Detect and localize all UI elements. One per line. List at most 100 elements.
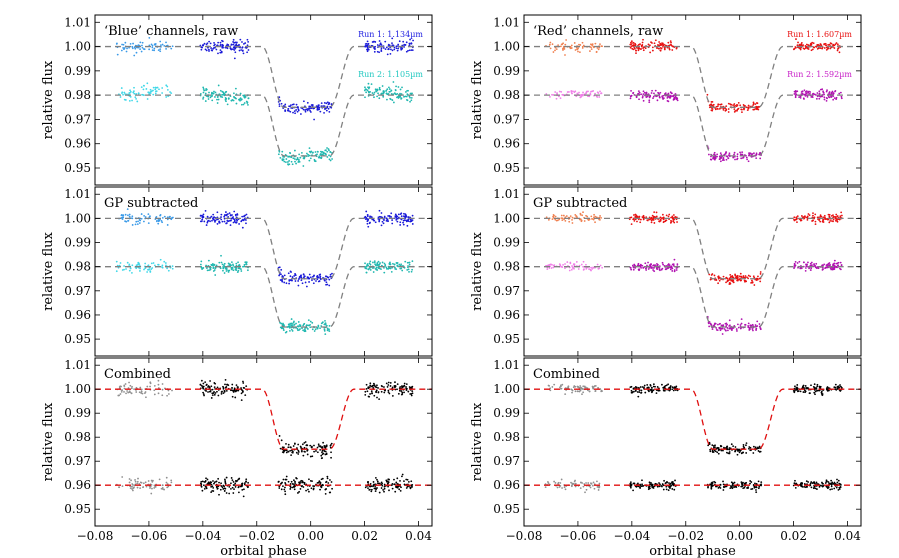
data-point <box>805 387 808 389</box>
data-point <box>814 393 816 396</box>
data-point <box>134 96 137 99</box>
data-point <box>834 388 836 391</box>
data-point <box>739 327 742 330</box>
data-point <box>815 97 818 100</box>
data-point <box>794 95 797 97</box>
data-point <box>154 264 156 267</box>
data-point <box>632 268 635 271</box>
data-point <box>562 214 565 217</box>
data-point <box>729 487 732 489</box>
data-point <box>722 107 725 110</box>
data-point <box>569 261 572 264</box>
data-point <box>709 450 712 453</box>
data-point <box>727 157 730 160</box>
data-point <box>154 43 156 46</box>
data-point <box>547 218 550 221</box>
data-point <box>390 48 392 51</box>
data-point <box>238 98 240 101</box>
data-point <box>293 486 296 488</box>
data-point <box>570 268 573 271</box>
data-point <box>296 157 299 159</box>
data-point <box>661 383 663 386</box>
data-point <box>805 43 808 46</box>
data-point <box>218 220 220 223</box>
data-point <box>298 153 301 156</box>
data-point <box>211 94 213 97</box>
y-tick-label: 0.99 <box>64 64 91 78</box>
data-point <box>582 485 585 488</box>
data-point <box>116 42 118 45</box>
data-point <box>402 223 405 226</box>
data-point <box>717 276 720 279</box>
data-point <box>736 449 739 451</box>
data-point <box>303 275 306 278</box>
data-point <box>574 49 577 51</box>
data-point <box>232 38 235 41</box>
data-point <box>121 269 124 271</box>
data-point <box>165 476 168 479</box>
data-point <box>377 482 379 485</box>
data-point <box>227 216 230 218</box>
data-point <box>647 261 649 264</box>
data-point <box>152 86 155 89</box>
data-point <box>143 220 145 223</box>
data-point <box>585 488 588 491</box>
data-point <box>211 394 214 397</box>
data-point <box>243 43 245 45</box>
data-point <box>320 157 323 160</box>
data-point <box>558 486 561 488</box>
data-point <box>201 218 204 221</box>
data-point <box>287 443 290 446</box>
data-point <box>830 96 833 98</box>
data-point <box>388 90 391 93</box>
data-point <box>410 480 413 483</box>
data-point <box>231 387 233 389</box>
data-point <box>570 388 573 391</box>
data-point <box>573 42 576 44</box>
data-point <box>234 41 237 44</box>
data-point <box>647 386 650 389</box>
data-point <box>141 41 144 44</box>
data-point <box>752 445 755 448</box>
legend-label: Run 2: 1.592µm <box>787 70 852 79</box>
data-point <box>407 268 410 271</box>
data-point <box>600 92 602 95</box>
data-point <box>161 43 164 46</box>
data-point <box>802 391 805 393</box>
data-point <box>280 439 283 442</box>
data-point <box>123 48 125 51</box>
data-point <box>795 216 798 219</box>
data-point <box>399 479 401 482</box>
y-tick-label: 0.95 <box>493 161 520 175</box>
data-point <box>676 221 678 223</box>
data-point <box>380 224 383 227</box>
data-point <box>389 385 392 387</box>
data-point <box>311 455 314 458</box>
data-point <box>642 93 645 96</box>
data-point <box>752 102 755 105</box>
data-point <box>147 264 150 267</box>
data-point <box>721 333 724 335</box>
data-point <box>407 266 409 269</box>
data-point <box>283 281 286 284</box>
data-point <box>733 108 736 111</box>
data-point <box>137 220 139 223</box>
data-point <box>220 482 222 485</box>
data-point <box>311 152 314 154</box>
data-point <box>245 478 248 481</box>
plot-frame <box>94 357 433 527</box>
data-point <box>748 446 751 448</box>
data-point <box>131 483 134 485</box>
data-point <box>293 275 296 277</box>
data-point <box>585 263 587 266</box>
data-point <box>394 267 397 270</box>
y-tick-label: 0.96 <box>64 478 91 492</box>
data-point <box>287 272 290 275</box>
data-point <box>673 98 675 100</box>
data-point <box>750 488 753 491</box>
data-point <box>221 220 224 223</box>
data-point <box>146 82 149 85</box>
data-point <box>278 96 281 99</box>
data-point <box>202 385 205 388</box>
data-point <box>136 223 139 226</box>
